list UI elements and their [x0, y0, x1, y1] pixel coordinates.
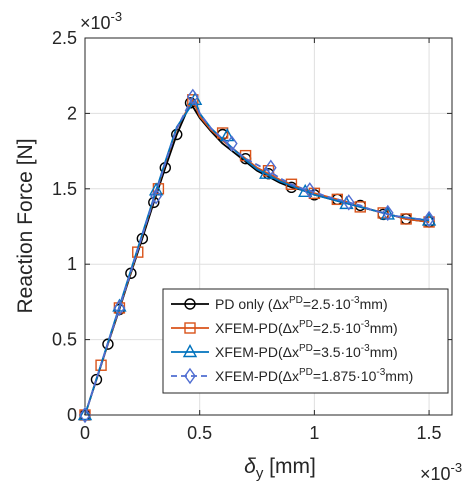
series-4-point — [186, 88, 199, 106]
legend-entry-label: XFEM-PD(ΔxPD=3.5·10-3mm) — [215, 343, 398, 360]
legend-text-part: XFEM-PD(Δx — [215, 344, 299, 360]
x-multiplier-exponent: -3 — [451, 460, 463, 475]
legend-text-part: =2.5·10 — [313, 320, 361, 336]
series-4-line — [84, 95, 430, 416]
legend-entry-label: XFEM-PD(ΔxPD=2.5·10-3mm) — [215, 319, 398, 336]
plot-area — [84, 37, 453, 416]
legend: PD only (ΔxPD=2.5·10-3mm)XFEM-PD(ΔxPD=2.… — [162, 288, 449, 394]
x-multiplier-base: ×10 — [420, 464, 451, 484]
legend-marker — [184, 298, 196, 310]
legend-text-part: mm) — [385, 368, 413, 384]
x-axis-label-unit: [mm] — [263, 455, 316, 478]
x-tick-label: 0 — [80, 423, 90, 443]
legend-text-part: mm) — [370, 320, 398, 336]
legend-text-part: mm) — [360, 296, 388, 312]
series-4-point — [342, 194, 355, 211]
series-4-point — [423, 210, 435, 228]
series-1-point — [102, 338, 114, 350]
y-axis-label: Reaction Force [N] — [14, 138, 37, 313]
x-axis-label-symbol: δ — [244, 455, 256, 478]
legend-text-part: XFEM-PD(Δx — [215, 320, 299, 336]
x-axis-label-subscript: y — [256, 465, 264, 482]
series-2-point — [95, 359, 107, 371]
y-tick-label: 0.5 — [52, 330, 77, 350]
x-axis-label: δy [mm] — [244, 455, 316, 482]
legend-box — [162, 288, 449, 394]
series-4-point — [150, 188, 162, 205]
legend-text-part: -3 — [376, 367, 385, 378]
y-multiplier-exponent: -3 — [111, 9, 123, 24]
legend-text-part: PD — [299, 367, 313, 378]
x-axis-multiplier: ×10-3 — [420, 460, 462, 484]
x-tick-label: 1.5 — [417, 423, 442, 443]
legend-text-part: -3 — [361, 319, 370, 330]
series-3-point — [298, 183, 313, 198]
legend-text-part: =2.5·10 — [303, 296, 351, 312]
legend-text-part: XFEM-PD(Δx — [215, 368, 299, 384]
legend-entry-label: XFEM-PD(ΔxPD=1.875·10-3mm) — [215, 367, 413, 384]
y-tick-label: 2 — [67, 103, 77, 123]
legend-text-part: =3.5·10 — [313, 344, 361, 360]
x-tick-label: 0.5 — [187, 423, 212, 443]
legend-text-part: =1.875·10 — [313, 368, 377, 384]
y-tick-label: 1 — [67, 254, 77, 274]
tick-labels: 0 0.5 1 1.5 0 0.5 1 1.5 2 2.5 — [52, 28, 452, 443]
series-4-point — [303, 182, 316, 199]
series-2-point — [377, 207, 389, 219]
series-4-point — [381, 204, 394, 222]
legend-text-part: -3 — [361, 343, 370, 354]
legend-marker — [184, 322, 196, 334]
series-2-point — [354, 201, 366, 213]
series-4-point — [79, 406, 91, 424]
series-layer — [77, 88, 437, 424]
series-4-point — [225, 135, 238, 152]
series-4 — [79, 88, 435, 424]
y-tick-label: 2.5 — [52, 28, 77, 48]
legend-text-part: PD — [289, 295, 303, 306]
legend-text-part: mm) — [370, 344, 398, 360]
y-multiplier-base: ×10 — [80, 13, 111, 33]
series-1-point — [90, 373, 103, 386]
series-4-point — [113, 299, 126, 317]
y-tick-label: 1.5 — [52, 179, 77, 199]
series-3-point — [220, 128, 235, 142]
legend-text-part: PD — [299, 319, 313, 330]
series-4-point — [264, 159, 277, 176]
legend-text-part: -3 — [351, 295, 360, 306]
legend-marker — [184, 367, 196, 385]
legend-text-part: PD — [299, 343, 313, 354]
y-tick-label: 0 — [67, 405, 77, 425]
series-3-line — [84, 98, 430, 416]
legend-text-part: PD only (Δx — [215, 296, 289, 312]
x-tick-label: 1 — [309, 423, 319, 443]
y-axis-multiplier: ×10-3 — [80, 9, 122, 33]
legend-entry-label: PD only (ΔxPD=2.5·10-3mm) — [215, 295, 388, 312]
series-3-point — [77, 407, 93, 421]
legend-marker — [182, 344, 198, 358]
